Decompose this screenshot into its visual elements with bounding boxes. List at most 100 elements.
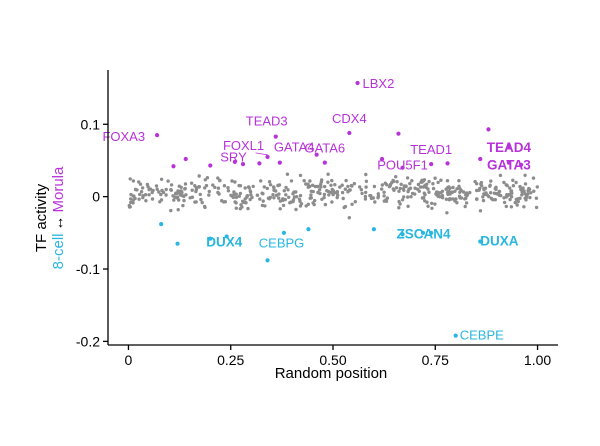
background-point (150, 197, 155, 201)
background-point (534, 196, 539, 200)
background-point (129, 192, 133, 197)
background-point (372, 184, 377, 189)
background-point (363, 194, 368, 199)
background-point (360, 191, 364, 196)
background-point (433, 202, 437, 206)
background-point (217, 192, 221, 196)
background-point (445, 211, 449, 215)
background-point (511, 178, 515, 182)
background-point (489, 179, 493, 183)
background-point (440, 196, 445, 200)
background-point (482, 192, 486, 196)
point-label-tead4: TEAD4 (487, 140, 532, 155)
background-point (406, 195, 410, 199)
background-point (159, 192, 163, 197)
background-point (311, 201, 315, 205)
background-point (144, 199, 148, 203)
background-point (522, 205, 526, 209)
background-point (455, 201, 459, 205)
background-point (268, 183, 273, 187)
eight-cell-point (306, 227, 311, 232)
background-point (532, 189, 536, 193)
background-point (277, 196, 281, 200)
background-point (431, 182, 435, 186)
morula-point (478, 156, 483, 162)
background-point (457, 184, 461, 188)
background-point (182, 198, 186, 203)
background-point (298, 204, 303, 208)
background-point (234, 206, 238, 210)
background-point (133, 187, 138, 192)
background-point (284, 193, 288, 197)
background-point (515, 203, 519, 207)
y-axis-title-morula: Morula (50, 166, 67, 213)
background-point (238, 184, 243, 188)
eight-cell-point (453, 333, 458, 338)
background-point (478, 209, 483, 213)
background-point (394, 175, 398, 179)
background-point (343, 204, 348, 209)
background-point (294, 207, 298, 212)
eight-cell-point (159, 222, 164, 227)
background-point (450, 190, 454, 194)
background-point (523, 182, 528, 186)
background-point (216, 176, 220, 180)
background-point (280, 198, 285, 202)
background-point (491, 198, 495, 202)
background-point (394, 186, 399, 190)
point-label-dux4: DUX4 (206, 235, 243, 250)
background-point (438, 195, 442, 199)
background-point (316, 184, 320, 189)
x-axis-title: Random position (275, 365, 388, 382)
background-point (258, 197, 262, 201)
background-point (180, 190, 184, 194)
point-label-gata3: GATA3 (487, 158, 531, 173)
background-point (131, 198, 135, 202)
eight-cell-point (371, 227, 377, 232)
background-point (382, 190, 386, 194)
background-point (323, 184, 327, 189)
background-point (203, 205, 207, 210)
morula-point (322, 160, 327, 165)
eight-cell-point (281, 230, 287, 235)
morula-point (273, 134, 278, 139)
background-point (174, 191, 178, 195)
background-point (431, 186, 436, 191)
background-point (402, 195, 406, 199)
background-point (422, 178, 427, 182)
background-point (380, 187, 384, 191)
y-tick-label: -0.1 (76, 261, 100, 277)
background-point (371, 196, 375, 200)
background-point (131, 201, 135, 205)
background-point (397, 189, 401, 193)
background-point (528, 195, 532, 200)
background-point (330, 200, 334, 204)
background-point (148, 187, 153, 191)
eight-cell-point (208, 236, 213, 241)
point-label-foxa3: FOXA3 (102, 129, 145, 144)
background-point (222, 184, 227, 188)
background-point (363, 197, 368, 201)
background-point (353, 200, 357, 204)
background-point (157, 190, 161, 194)
background-point (164, 187, 168, 192)
background-point (399, 182, 403, 186)
background-point (408, 181, 412, 186)
background-point (164, 193, 168, 197)
background-point (475, 197, 479, 201)
background-point (159, 198, 164, 202)
background-point (447, 198, 451, 202)
morula-point (400, 165, 405, 170)
background-point (420, 180, 424, 184)
x-tick-label: 0.25 (217, 352, 244, 368)
background-point (248, 197, 252, 202)
background-point (176, 208, 180, 212)
background-point (272, 196, 276, 200)
background-point (343, 187, 347, 191)
background-point (232, 190, 236, 194)
background-point (534, 205, 539, 210)
background-point (436, 180, 440, 185)
morula-point (355, 80, 360, 86)
background-point (451, 197, 455, 201)
background-point (278, 207, 282, 211)
